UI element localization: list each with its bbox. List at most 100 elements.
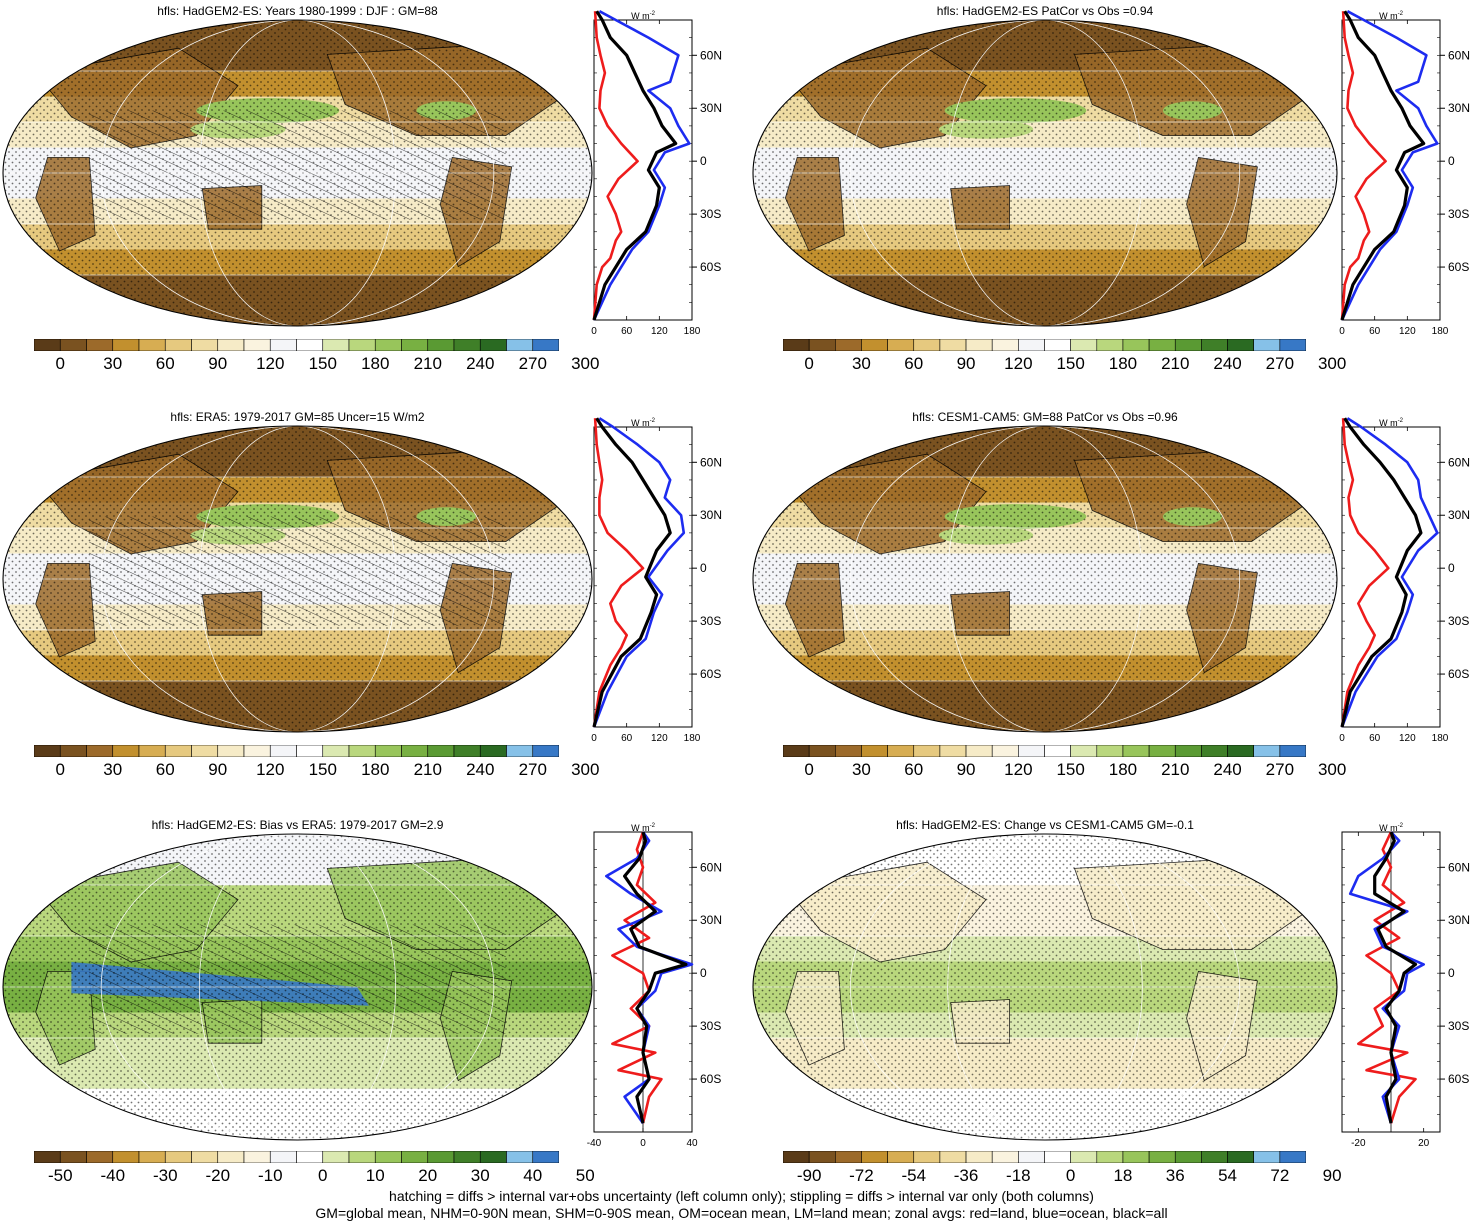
colorbar-tick-label: 270 bbox=[518, 760, 547, 779]
colorbar-swatch bbox=[1253, 745, 1281, 757]
colorbar-tick-label: 54 bbox=[1218, 1166, 1238, 1185]
zonal-lat-label: 60S bbox=[700, 260, 721, 274]
colorbar-labels-4: 0 30 60 90 120 150 180 210 240 270 300 bbox=[783, 760, 1346, 782]
colorbar-5 bbox=[34, 1151, 559, 1163]
zonal-x-tick-label: 0 bbox=[1339, 326, 1345, 337]
colorbar-swatch bbox=[1018, 339, 1045, 351]
zonal-plot-5: W m-2 60N 30N 0 30S 60S -40 0 40 bbox=[587, 823, 722, 1149]
colorbar-swatch bbox=[59, 1151, 87, 1163]
colorbar-1 bbox=[34, 339, 559, 351]
colorbar-swatch bbox=[112, 1151, 140, 1163]
zonal-x-tick-label: 180 bbox=[684, 326, 701, 337]
colorbar-swatch bbox=[86, 745, 114, 757]
colorbar-tick-label: 270 bbox=[518, 354, 547, 373]
colorbar-swatch bbox=[532, 745, 559, 757]
colorbar-swatch bbox=[34, 745, 61, 757]
zonal-series-ocean bbox=[592, 10, 691, 321]
colorbar-tick-label: 60 bbox=[155, 354, 175, 373]
colorbar-swatch bbox=[1070, 745, 1098, 757]
colorbar-swatch bbox=[1122, 1151, 1150, 1163]
colorbar-tick-label: 30 bbox=[103, 354, 123, 373]
zonal-x-tick-label: 180 bbox=[1432, 733, 1449, 744]
zonal-plot-4: W m-2 60N 30N 0 30S 60S 0 60 120 180 bbox=[1339, 417, 1470, 744]
colorbar-swatch bbox=[243, 745, 271, 757]
zonal-x-tick-label: 40 bbox=[686, 1138, 698, 1149]
colorbar-swatch bbox=[86, 1151, 114, 1163]
colorbar-tick-label: 120 bbox=[256, 354, 285, 373]
zonal-series-ocean bbox=[1340, 417, 1439, 728]
colorbar-swatch bbox=[1148, 339, 1176, 351]
colorbar-swatch bbox=[1044, 745, 1071, 757]
colorbar-swatch bbox=[1253, 339, 1281, 351]
zonal-lat-label: 60N bbox=[1448, 860, 1470, 874]
zonal-series-ocean bbox=[1340, 10, 1439, 321]
zonal-lat-label: 30N bbox=[700, 913, 722, 927]
zonal-plot-6: W m-2 60N 30N 0 30S 60S -20 20 bbox=[1341, 823, 1470, 1149]
colorbar-swatch bbox=[243, 339, 271, 351]
colorbar-tick-label: 150 bbox=[308, 760, 337, 779]
colorbar-swatch bbox=[1253, 1151, 1281, 1163]
colorbar-swatch bbox=[453, 1151, 481, 1163]
map-title-2: hfls: HadGEM2-ES PatCor vs Obs =0.94 bbox=[936, 4, 1154, 18]
colorbar-swatch bbox=[1227, 745, 1254, 757]
colorbar-swatch bbox=[34, 339, 61, 351]
map-title-4: hfls: CESM1-CAM5: GM=88 PatCor vs Obs =0… bbox=[912, 410, 1178, 424]
zonal-series-land bbox=[1340, 418, 1390, 728]
colorbar-swatch bbox=[532, 1151, 559, 1163]
colorbar-swatch bbox=[783, 745, 810, 757]
colorbar-tick-label: -72 bbox=[849, 1166, 874, 1185]
colorbar-tick-label: 240 bbox=[1213, 760, 1242, 779]
colorbar-swatch bbox=[887, 339, 915, 351]
colorbar-tick-label: 270 bbox=[1265, 354, 1295, 373]
zonal-lat-label: 0 bbox=[1448, 561, 1455, 575]
zonal-lat-label: 60N bbox=[1448, 48, 1470, 62]
colorbar-swatch bbox=[191, 1151, 219, 1163]
zonal-unit-label: W m-2 bbox=[631, 418, 655, 428]
colorbar-tick-label: 120 bbox=[256, 760, 285, 779]
colorbar-2 bbox=[783, 339, 1306, 351]
colorbar-tick-label: 210 bbox=[1161, 354, 1190, 373]
zonal-x-tick-label: 20 bbox=[1418, 1138, 1430, 1149]
colorbar-tick-label: 30 bbox=[103, 760, 123, 779]
zonal-plot-3: W m-2 60N 30N 0 30S 60S 0 60 120 180 bbox=[591, 417, 722, 744]
colorbar-swatch bbox=[269, 339, 297, 351]
colorbar-tick-label: 210 bbox=[1161, 760, 1190, 779]
zonal-series-land bbox=[611, 831, 663, 1124]
colorbar-swatch bbox=[991, 745, 1019, 757]
colorbar-swatch bbox=[296, 1151, 324, 1163]
colorbar-tick-label: 120 bbox=[1004, 354, 1033, 373]
zonal-x-tick-label: 0 bbox=[1339, 733, 1345, 744]
zonal-plot-2: W m-2 60N 30N 0 30S 60S 0 60 120 180 bbox=[1339, 10, 1470, 337]
colorbar-tick-label: 300 bbox=[1317, 760, 1347, 779]
colorbar-swatch bbox=[217, 1151, 245, 1163]
zonal-unit-label: W m-2 bbox=[1379, 11, 1403, 21]
colorbar-swatch bbox=[138, 1151, 166, 1163]
colorbar-swatch bbox=[296, 339, 324, 351]
zonal-unit-label: W m-2 bbox=[1379, 418, 1403, 428]
footer-line-1: hatching = diffs > internal var+obs unce… bbox=[389, 1188, 1094, 1204]
colorbar-swatch bbox=[138, 339, 166, 351]
colorbar-swatch bbox=[427, 745, 455, 757]
zonal-x-tick-label: 180 bbox=[1432, 326, 1449, 337]
colorbar-swatch bbox=[164, 1151, 192, 1163]
colorbar-swatch bbox=[1201, 339, 1228, 351]
colorbar-tick-label: 0 bbox=[804, 760, 814, 779]
colorbar-swatch bbox=[913, 745, 941, 757]
colorbar-tick-label: 90 bbox=[1322, 1166, 1342, 1185]
colorbar-tick-label: -20 bbox=[205, 1166, 231, 1185]
colorbar-swatch bbox=[427, 1151, 455, 1163]
colorbar-swatch bbox=[991, 339, 1019, 351]
colorbar-swatch bbox=[834, 745, 862, 757]
colorbar-tick-label: 180 bbox=[361, 760, 390, 779]
zonal-series-all bbox=[1373, 831, 1418, 1124]
colorbar-swatch bbox=[217, 745, 245, 757]
colorbar-tick-label: 40 bbox=[523, 1166, 543, 1185]
colorbar-swatch bbox=[427, 339, 455, 351]
zonal-x-tick-label: 120 bbox=[651, 733, 668, 744]
colorbar-tick-label: 30 bbox=[851, 760, 871, 779]
colorbar-swatch bbox=[783, 1151, 810, 1163]
colorbar-swatch bbox=[887, 745, 915, 757]
colorbar-tick-label: 90 bbox=[208, 760, 228, 779]
colorbar-labels-5: -50 -40 -30 -20 -10 0 10 20 30 40 50 bbox=[34, 1166, 595, 1188]
colorbar-swatch bbox=[1096, 745, 1124, 757]
